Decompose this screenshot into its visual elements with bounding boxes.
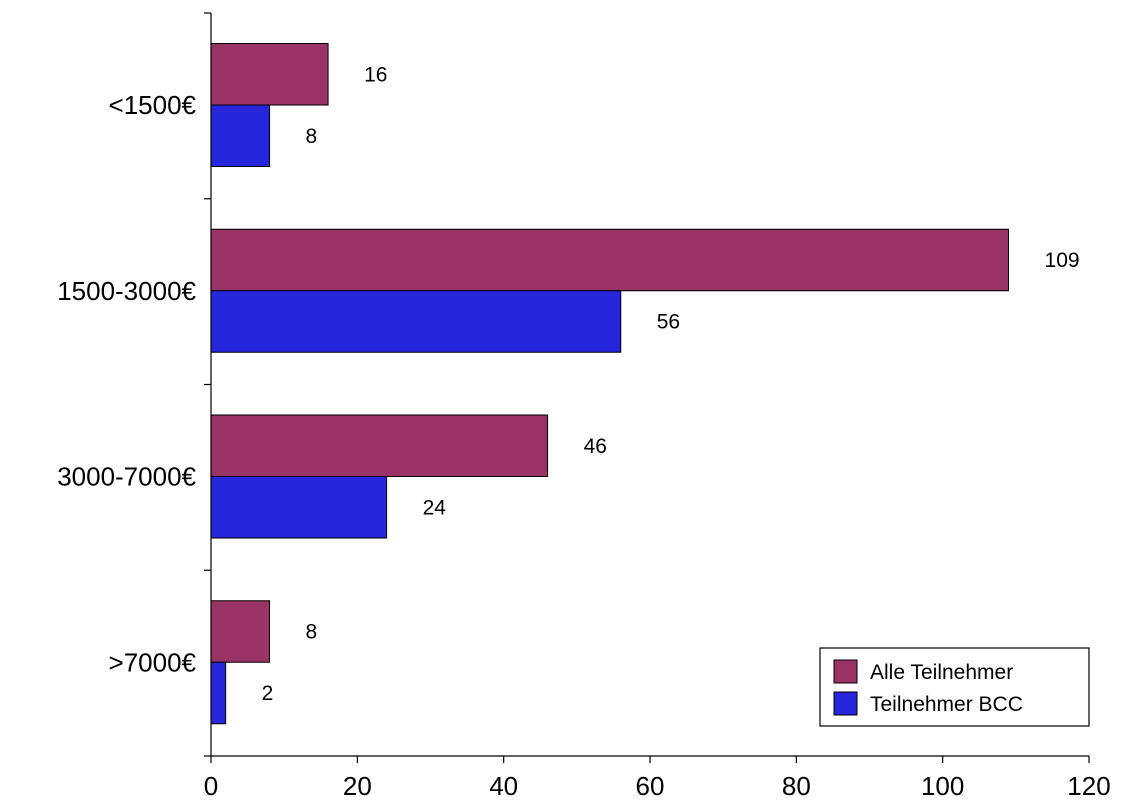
x-tick-label: 60 xyxy=(636,771,665,801)
bar-teilnehmer-bcc-2 xyxy=(210,476,388,539)
bars-layer xyxy=(210,43,1010,725)
data-labels-layer: 16 8 109 56 46 24 8 2 xyxy=(262,63,1080,705)
legend-label: Teilnehmer BCC xyxy=(870,693,1023,716)
data-label: 56 xyxy=(657,311,680,334)
data-label: 8 xyxy=(306,621,318,644)
bar-alle-teilnehmer-3 xyxy=(210,600,271,663)
data-label: 46 xyxy=(584,435,607,458)
bar-alle-teilnehmer-2 xyxy=(210,414,549,477)
x-tick-label: 0 xyxy=(204,771,218,801)
y-tick-label: <1500€ xyxy=(109,90,197,120)
x-tick-label: 40 xyxy=(489,771,518,801)
bar-teilnehmer-bcc-3 xyxy=(210,661,227,725)
legend-swatch xyxy=(833,691,858,716)
data-label: 109 xyxy=(1045,249,1080,272)
data-label: 24 xyxy=(423,496,447,519)
bar-alle-teilnehmer-1 xyxy=(210,228,1010,292)
y-tick-label: >7000€ xyxy=(109,647,197,677)
data-label: 16 xyxy=(364,63,387,86)
x-tick-label: 100 xyxy=(921,771,964,801)
legend-label: Alle Teilnehmer xyxy=(870,661,1013,684)
y-tick-label: 1500-3000€ xyxy=(57,276,196,306)
x-tick-label: 120 xyxy=(1067,771,1110,801)
bar-teilnehmer-bcc-1 xyxy=(210,290,622,353)
x-tick-label: 20 xyxy=(343,771,372,801)
data-label: 2 xyxy=(262,682,274,705)
bar-teilnehmer-bcc-0 xyxy=(210,104,271,167)
legend: Alle Teilnehmer Teilnehmer BCC xyxy=(819,647,1090,727)
bar-alle-teilnehmer-0 xyxy=(210,43,329,106)
axes-layer: <1500€ 1500-3000€ 3000-7000€ >7000€ 0 20 40 60 8… xyxy=(57,12,1111,801)
x-tick-label: 80 xyxy=(782,771,811,801)
data-label: 8 xyxy=(306,125,318,148)
legend-swatch xyxy=(833,659,858,684)
legend-box xyxy=(819,647,1090,727)
y-tick-label: 3000-7000€ xyxy=(57,462,196,492)
